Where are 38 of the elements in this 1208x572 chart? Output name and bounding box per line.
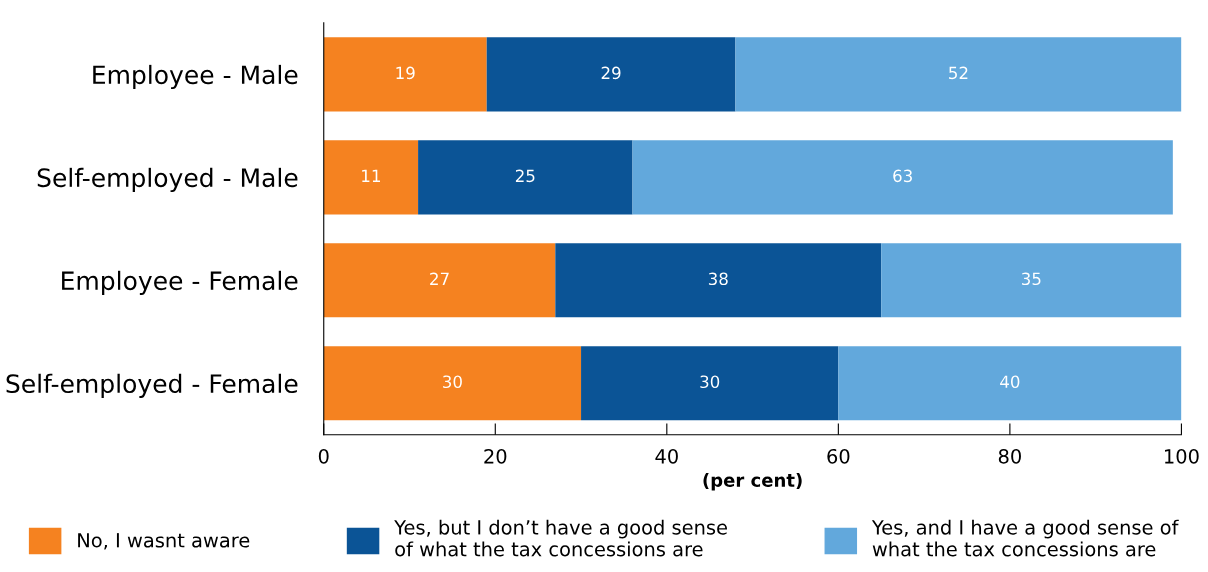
bar [323, 37, 487, 112]
bar [632, 140, 1173, 215]
data-label: 35 [1022, 272, 1041, 286]
bar [418, 140, 633, 215]
data-label: 19 [396, 66, 415, 80]
data-label: 25 [515, 169, 535, 183]
data-label: 27 [430, 272, 449, 285]
y-tick-label: Self-employed - Female [6, 373, 298, 398]
legend-label: No, I wasnt aware [78, 533, 250, 550]
x-tick-label: 20 [484, 448, 507, 464]
x-tick-label: 40 [655, 448, 678, 464]
bar [581, 346, 839, 421]
x-tick-label: 80 [998, 448, 1021, 464]
bar [323, 243, 556, 318]
data-label: 30 [700, 375, 720, 389]
data-label: 30 [443, 375, 462, 389]
legend-label: Yes, and I have a good sense of what the tax concessions are [871, 519, 1179, 557]
bar [838, 346, 1182, 421]
bar [555, 243, 882, 318]
data-label: 40 [1000, 375, 1020, 389]
x-tick-label: 60 [827, 448, 850, 464]
y-tick-label: Self-employed - Male [37, 167, 298, 193]
x-tick-label: 0 [318, 448, 329, 464]
bar [735, 37, 1182, 112]
x-axis-title: (per cent) [703, 473, 802, 491]
bar [486, 37, 736, 112]
legend-label: Yes, but I don’t have a good sense of what the tax concessions are [394, 519, 727, 557]
x-tick-label: 100 [1165, 448, 1199, 464]
bar [881, 243, 1182, 318]
bar [323, 346, 582, 421]
data-label: 63 [893, 169, 912, 183]
y-tick-label: Employee - Male [93, 64, 298, 90]
data-label: 52 [949, 66, 968, 80]
data-label: 11 [362, 169, 380, 182]
data-label: 38 [708, 272, 728, 286]
data-label: 29 [601, 66, 621, 80]
bar [323, 140, 419, 215]
y-tick-label: Employee - Female [62, 270, 298, 295]
